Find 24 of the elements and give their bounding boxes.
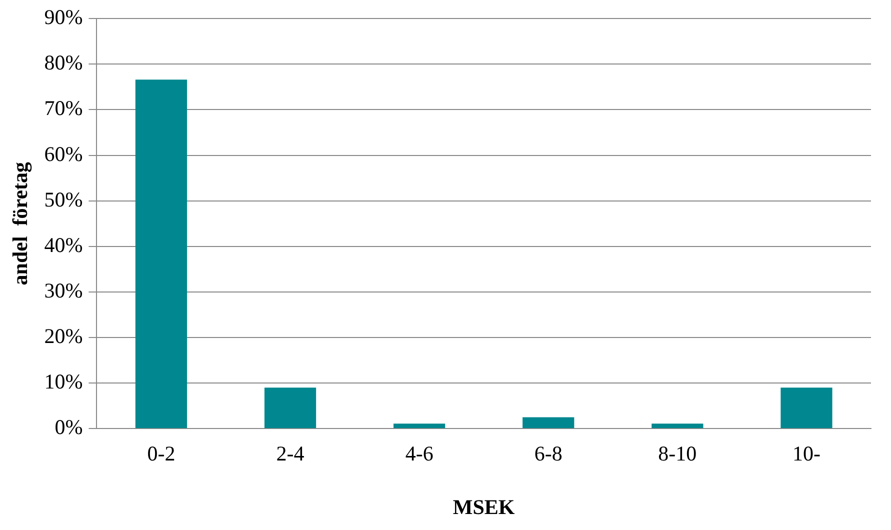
x-tick-label: 4-6 xyxy=(405,442,434,466)
y-tick-label: 40% xyxy=(44,232,83,257)
y-axis-title: andel företag xyxy=(8,161,32,286)
x-axis-title: MSEK xyxy=(452,494,516,519)
x-tick-label: 8-10 xyxy=(658,442,697,466)
y-tick-label: 70% xyxy=(44,96,83,120)
bar xyxy=(394,424,446,428)
bar xyxy=(264,388,316,428)
y-tick-label: 60% xyxy=(44,142,83,166)
x-tick-label: 2-4 xyxy=(276,442,305,466)
bar xyxy=(780,388,832,428)
bar xyxy=(652,424,704,428)
y-tick-label: 20% xyxy=(44,324,83,348)
x-tick-label: 6-8 xyxy=(534,442,562,466)
x-tick-label: 10- xyxy=(792,442,820,466)
y-tick-label: 90% xyxy=(44,5,83,30)
x-tick-label: 0-2 xyxy=(147,442,176,466)
bar xyxy=(522,417,574,428)
bar xyxy=(135,80,188,428)
y-tick-label: 0% xyxy=(54,415,83,440)
y-tick-label: 50% xyxy=(44,187,83,212)
y-tick-label: 80% xyxy=(44,50,83,75)
y-tick-label: 10% xyxy=(44,370,83,394)
y-tick-label: 30% xyxy=(44,278,83,302)
